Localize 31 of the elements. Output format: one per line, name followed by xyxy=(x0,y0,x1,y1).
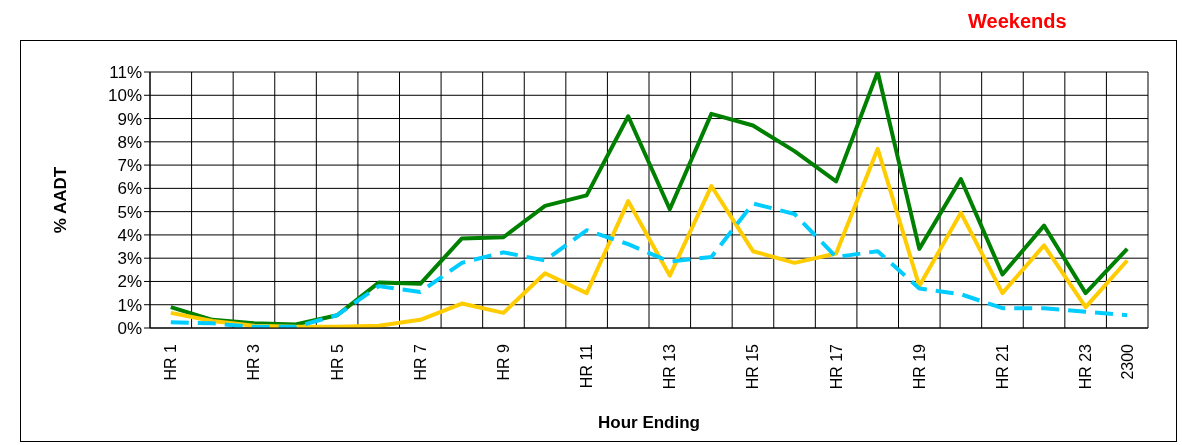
x-tick-label: HR 11 xyxy=(578,343,596,389)
y-tick-label: 8% xyxy=(117,132,142,152)
x-tick-label: HR 13 xyxy=(661,343,679,390)
x-tick-label: HR 1 xyxy=(162,343,180,381)
y-tick-label: 4% xyxy=(117,225,142,245)
y-tick-label: 7% xyxy=(117,156,142,176)
x-tick-label: HR 17 xyxy=(827,343,845,390)
x-tick-label: HR 7 xyxy=(411,343,429,381)
y-tick-label: 0% xyxy=(117,319,142,339)
x-tick-label: HR 15 xyxy=(744,343,762,390)
y-tick-label: 3% xyxy=(117,249,142,269)
x-tick-label: HR 9 xyxy=(494,343,512,381)
chart-title: Weekends xyxy=(968,10,1067,33)
y-tick-label: 6% xyxy=(117,179,142,199)
y-axis-title: % AADT xyxy=(51,166,71,234)
y-tick-label: 1% xyxy=(117,295,142,315)
line-series xyxy=(168,201,1130,328)
y-tick-label: 10% xyxy=(107,86,142,106)
y-tick-label: 2% xyxy=(117,272,142,292)
x-tick-label: HR 21 xyxy=(993,343,1011,390)
x-tick-label: HR 19 xyxy=(910,343,928,390)
y-tick-label: 9% xyxy=(117,109,142,129)
x-tick-label: HR 5 xyxy=(328,343,346,381)
x-tick-label: HR 23 xyxy=(1077,343,1095,390)
y-tick-label: 5% xyxy=(117,202,142,222)
y-tick-label: 11% xyxy=(109,63,142,83)
line-series xyxy=(168,146,1130,328)
line-series xyxy=(168,72,1130,327)
x-axis-title: Hour Ending xyxy=(598,413,700,432)
x-tick-label: 2300 xyxy=(1118,343,1136,380)
x-tick-label: HR 3 xyxy=(245,343,263,381)
